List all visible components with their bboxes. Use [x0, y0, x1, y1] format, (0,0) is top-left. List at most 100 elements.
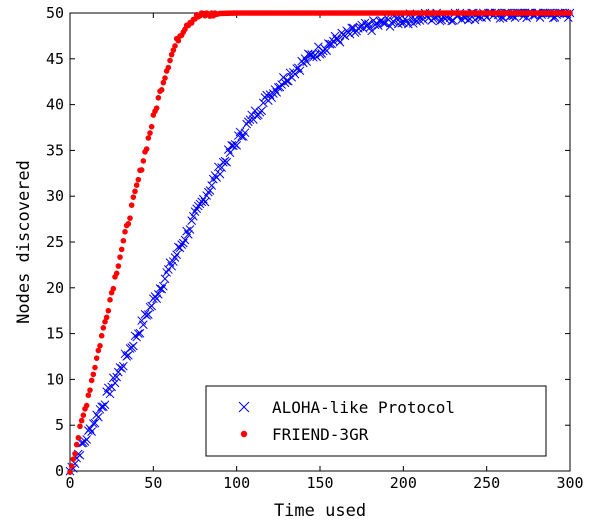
x-tick-label: 100 [223, 474, 250, 492]
friend-point [140, 158, 147, 164]
aloha-point [302, 57, 312, 67]
y-tick-label: 30 [46, 187, 64, 205]
friend-point [143, 146, 150, 152]
aloha-point [100, 400, 110, 410]
aloha-point [262, 90, 272, 100]
aloha-point [335, 37, 345, 47]
aloha-point [142, 311, 152, 320]
aloha-point [245, 115, 255, 125]
friend-point [132, 188, 138, 195]
friend-point [115, 263, 122, 269]
friend-point [127, 215, 133, 221]
friend-point [147, 130, 153, 136]
friend-point [78, 417, 85, 424]
y-axis-title: Nodes discovered [14, 160, 34, 324]
friend-point [72, 450, 78, 457]
aloha-point [393, 19, 403, 29]
aloha-point [215, 169, 225, 179]
y-tick-label: 40 [46, 96, 64, 114]
aloha-point [378, 18, 388, 28]
aloha-point [123, 350, 133, 360]
aloha-point [240, 128, 250, 138]
friend-point [118, 246, 125, 253]
aloha-point [373, 21, 383, 30]
legend-marker-aloha [238, 401, 250, 413]
friend-point [158, 87, 165, 93]
aloha-point [352, 26, 362, 36]
friend-point [113, 270, 120, 277]
friend-point [92, 364, 98, 371]
aloha-point [185, 225, 195, 234]
aloha-point [190, 207, 200, 217]
friend-point [167, 57, 173, 64]
aloha-point [172, 250, 182, 260]
aloha-point [183, 230, 193, 239]
series-aloha-like-protocol [65, 8, 575, 476]
friend-point [103, 314, 110, 321]
aloha-point [253, 110, 263, 120]
aloha-point [118, 361, 128, 371]
legend-box [205, 385, 547, 457]
friend-point [102, 318, 108, 325]
y-tick-label: 35 [46, 141, 64, 159]
x-tick-label: 300 [556, 474, 583, 492]
friend-point [165, 64, 172, 71]
y-tick-label: 20 [46, 279, 64, 297]
friend-point [128, 202, 135, 208]
friend-point [138, 167, 145, 173]
friend-point [107, 297, 113, 303]
aloha-point [192, 204, 202, 214]
friend-point [105, 307, 112, 314]
friend-point [148, 123, 155, 130]
friend-point [80, 412, 87, 419]
aloha-point [285, 68, 295, 78]
friend-point [120, 237, 127, 244]
friend-point [87, 387, 93, 393]
friend-point [168, 51, 175, 58]
y-tick-label: 0 [55, 462, 64, 480]
friend-point [70, 456, 77, 462]
friend-point [122, 228, 128, 235]
friend-point [83, 402, 90, 409]
friend-point [98, 332, 105, 339]
aloha-point [135, 328, 145, 338]
aloha-point [258, 98, 268, 108]
aloha-point [412, 17, 422, 26]
aloha-point [435, 16, 445, 26]
aloha-point [133, 329, 143, 339]
aloha-point [110, 378, 120, 388]
aloha-point [143, 310, 153, 319]
legend-x-marker [238, 401, 250, 413]
aloha-point [138, 320, 148, 330]
aloha-point [257, 106, 267, 116]
aloha-point [103, 383, 113, 393]
y-tick-label: 15 [46, 325, 64, 343]
aloha-point [158, 281, 168, 291]
aloha-point [88, 419, 98, 428]
aloha-point [205, 186, 215, 195]
friend-point [130, 194, 137, 200]
aloha-point [282, 76, 292, 86]
x-tick-label: 250 [473, 474, 500, 492]
aloha-point [323, 39, 333, 48]
aloha-point [225, 148, 235, 158]
x-tick-label: 200 [390, 474, 417, 492]
legend-label-friend: FRIEND-3GR [272, 425, 369, 444]
y-tick-label: 5 [55, 416, 64, 434]
aloha-point [188, 211, 198, 221]
legend-label-aloha: ALOHA-like Protocol [272, 398, 455, 417]
friend-point [117, 254, 123, 260]
friend-point [135, 176, 142, 183]
friend-point [172, 43, 178, 49]
aloha-point [105, 389, 115, 399]
friend-point [85, 392, 92, 399]
aloha-point [153, 290, 163, 299]
aloha-point [170, 253, 180, 262]
aloha-point [167, 261, 177, 271]
aloha-point [307, 50, 317, 59]
aloha-point [222, 157, 232, 167]
friend-point [125, 221, 132, 227]
aloha-point [160, 274, 170, 284]
friend-point [75, 434, 82, 441]
